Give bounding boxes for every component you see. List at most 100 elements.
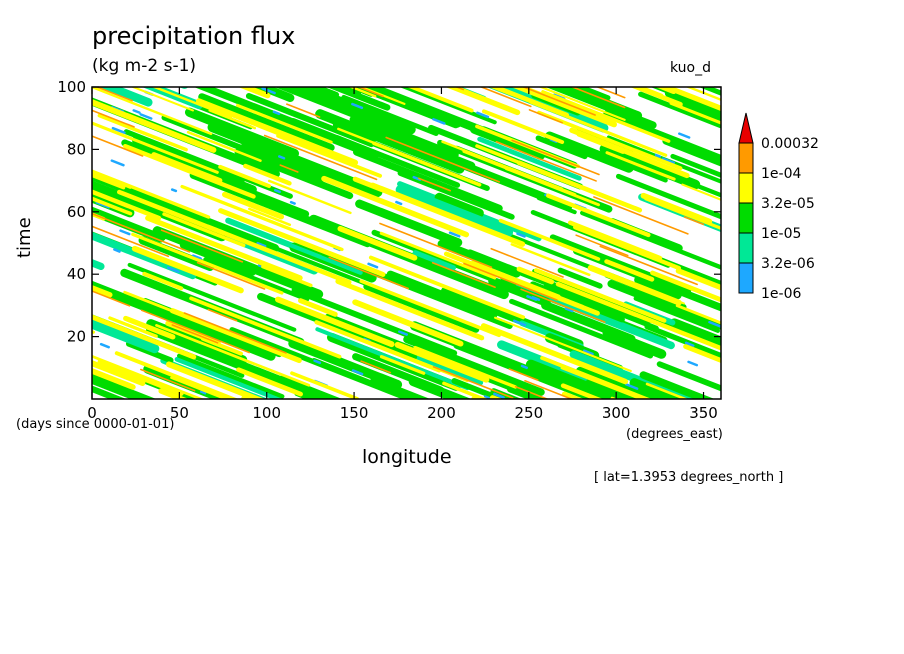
precip-band-light — [525, 359, 632, 399]
precip-band-light — [586, 148, 668, 183]
precip-band-light — [244, 225, 363, 275]
precip-band-light — [477, 136, 582, 181]
precip-band-light — [509, 298, 654, 359]
precip-field — [0, 20, 794, 428]
precip-band-heavy — [595, 87, 626, 99]
precip-band-light — [549, 234, 692, 294]
precip-band-moderate — [17, 340, 53, 354]
precip-band-moderate — [142, 271, 184, 291]
precip-band-moderate — [516, 160, 643, 213]
precip-band-moderate — [236, 367, 303, 397]
precip-band-moderate — [394, 341, 490, 383]
precip-speck — [351, 369, 364, 376]
precip-band-light — [363, 283, 480, 333]
precip-band-moderate — [540, 356, 652, 399]
precip-band-heavy — [285, 103, 321, 118]
precip-band-light — [535, 135, 588, 160]
precip-band-moderate — [131, 245, 244, 294]
precip-band-moderate — [337, 127, 405, 156]
precip-band-moderate — [186, 130, 262, 162]
precip-band-moderate — [481, 109, 565, 145]
precip-band-moderate — [0, 361, 75, 395]
precip-band-light — [345, 87, 375, 97]
precip-band-moderate — [358, 87, 406, 106]
precip-band-light — [92, 318, 160, 354]
precip-band-moderate — [513, 278, 585, 308]
precip-band-moderate — [379, 231, 497, 280]
precip-band-light — [553, 87, 643, 120]
precip-band-moderate — [441, 140, 564, 190]
precip-band-moderate — [645, 382, 689, 399]
precip-band-moderate — [218, 208, 386, 277]
precip-band-moderate — [368, 255, 526, 320]
precip-band-moderate — [92, 196, 133, 216]
precip-band-light — [371, 229, 493, 281]
precip-band-light — [16, 33, 76, 56]
precip-band-light — [134, 20, 199, 46]
precip-speck — [654, 153, 662, 158]
precip-speck — [625, 383, 639, 390]
precip-band-light — [125, 340, 174, 364]
precip-band-moderate — [576, 131, 626, 154]
colorbar-swatch — [738, 232, 754, 264]
precip-band-moderate — [672, 61, 742, 89]
precip-band-moderate — [335, 278, 485, 341]
precip-band-light — [6, 21, 154, 79]
precip-band-moderate — [359, 279, 501, 338]
precip-band-moderate — [275, 296, 395, 348]
precip-band-light — [92, 375, 153, 399]
precip-band-heavy — [570, 87, 626, 109]
precip-band-moderate — [247, 42, 311, 67]
precip-band-moderate — [222, 191, 285, 220]
precip-band-moderate — [0, 408, 41, 428]
precip-band-moderate — [238, 87, 271, 99]
precip-band-light — [666, 25, 794, 75]
precip-speck — [199, 390, 207, 395]
precip-band-heavy — [593, 196, 689, 235]
precip-band-light — [434, 192, 484, 218]
precip-band-moderate — [108, 316, 158, 338]
precip-band-light — [661, 87, 669, 89]
x-tick-label: 0 — [87, 404, 97, 422]
precip-band-moderate — [117, 189, 227, 236]
precip-speck — [170, 188, 178, 193]
precip-band-moderate — [537, 110, 683, 171]
precip-speck — [273, 188, 281, 194]
precip-band-moderate — [573, 225, 682, 271]
precip-speck — [564, 307, 574, 313]
precip-band-light — [574, 87, 611, 101]
precip-band-moderate — [208, 109, 257, 130]
precip-band-light — [606, 135, 721, 184]
precip-band-moderate — [561, 391, 584, 399]
precip-band-moderate — [92, 173, 126, 190]
precip-band-light — [638, 91, 721, 129]
precip-band-light — [477, 27, 610, 79]
run-label: kuo_d — [670, 60, 712, 76]
precip-band-light — [326, 87, 391, 111]
precip-band-moderate — [131, 232, 284, 295]
precip-band-moderate — [14, 60, 44, 72]
precip-band-moderate — [219, 62, 257, 77]
precip-band-light — [656, 361, 721, 392]
precip-band-heavy — [479, 87, 532, 108]
precip-band-moderate — [267, 179, 352, 215]
precip-speck — [526, 295, 538, 301]
precip-band-moderate — [504, 167, 601, 207]
precip-band-light — [386, 270, 498, 319]
precip-band-heavy — [418, 177, 452, 192]
precip-band-moderate — [92, 368, 136, 390]
chart-title: precipitation flux — [92, 22, 296, 50]
precip-band-moderate — [681, 183, 721, 201]
precip-band-light — [455, 50, 529, 79]
precip-band-moderate — [337, 225, 418, 261]
precip-band-light — [341, 94, 439, 136]
precip-band-moderate — [560, 383, 604, 399]
precip-band-moderate — [507, 28, 582, 57]
colorbar-swatch — [738, 202, 754, 234]
precip-band-light — [340, 20, 448, 63]
precip-band-light — [245, 93, 375, 148]
precip-band-moderate — [170, 376, 229, 399]
precip-band-light — [399, 87, 497, 125]
precip-band-light — [469, 124, 546, 160]
precip-speck — [493, 392, 505, 399]
